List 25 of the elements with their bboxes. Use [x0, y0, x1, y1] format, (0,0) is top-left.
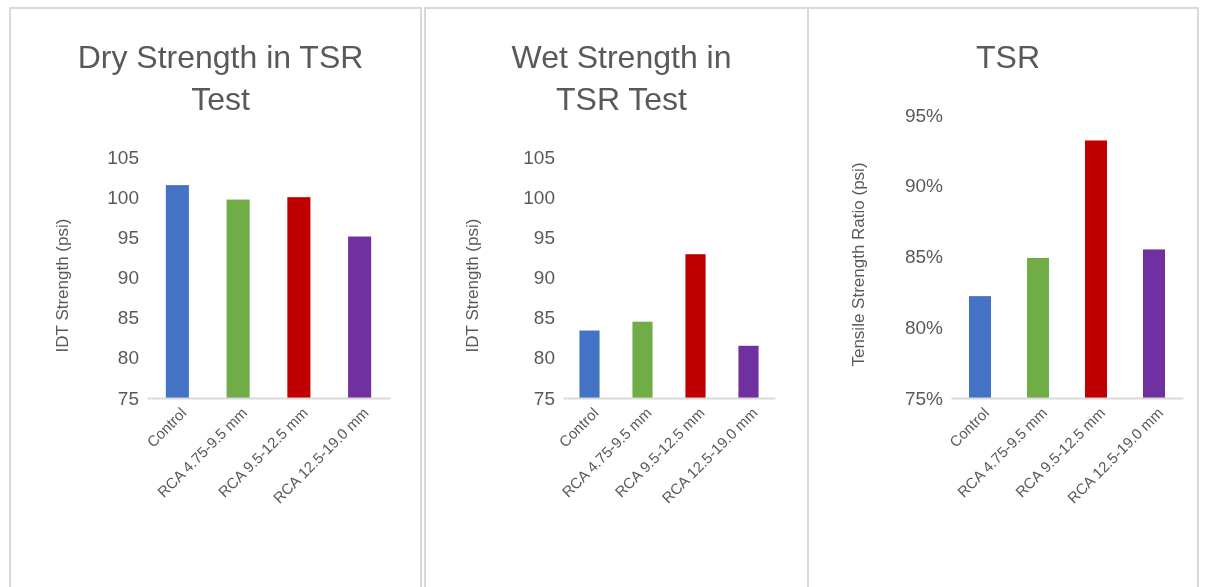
y-axis-title: Tensile Strength Ratio (psi) [849, 162, 868, 367]
y-tick-label: 100 [523, 186, 555, 208]
chart-title: TSR [976, 39, 1040, 75]
y-tick-label: 90 [117, 267, 139, 289]
y-tick-label: 90 [533, 267, 555, 289]
y-tick-label: 80 [117, 347, 139, 369]
y-axis-title: IDT Strength (psi) [53, 218, 72, 353]
y-tick-label: 85% [904, 246, 944, 268]
y-tick-label: 105 [107, 146, 139, 168]
chart-title: Wet Strength in TSR Test [511, 39, 732, 117]
y-tick-label: 105 [523, 146, 555, 168]
y-tick-label: 85 [117, 307, 139, 329]
y-tick-label: 85 [533, 307, 555, 329]
y-tick-label: 90% [904, 175, 944, 197]
y-tick-label: 100 [107, 186, 139, 208]
y-tick-label: 75% [904, 387, 944, 409]
y-tick-label: 80% [904, 316, 944, 338]
y-tick-label: 95% [904, 104, 944, 126]
y-tick-label: 75 [533, 387, 555, 409]
y-tick-label: 80 [533, 347, 555, 369]
chart-title: Dry Strength in TSR Test [77, 39, 364, 117]
y-tick-label: 95 [117, 226, 139, 248]
y-tick-label: 75 [117, 387, 139, 409]
y-tick-label: 95 [533, 226, 555, 248]
y-axis-title: IDT Strength (psi) [463, 218, 482, 353]
